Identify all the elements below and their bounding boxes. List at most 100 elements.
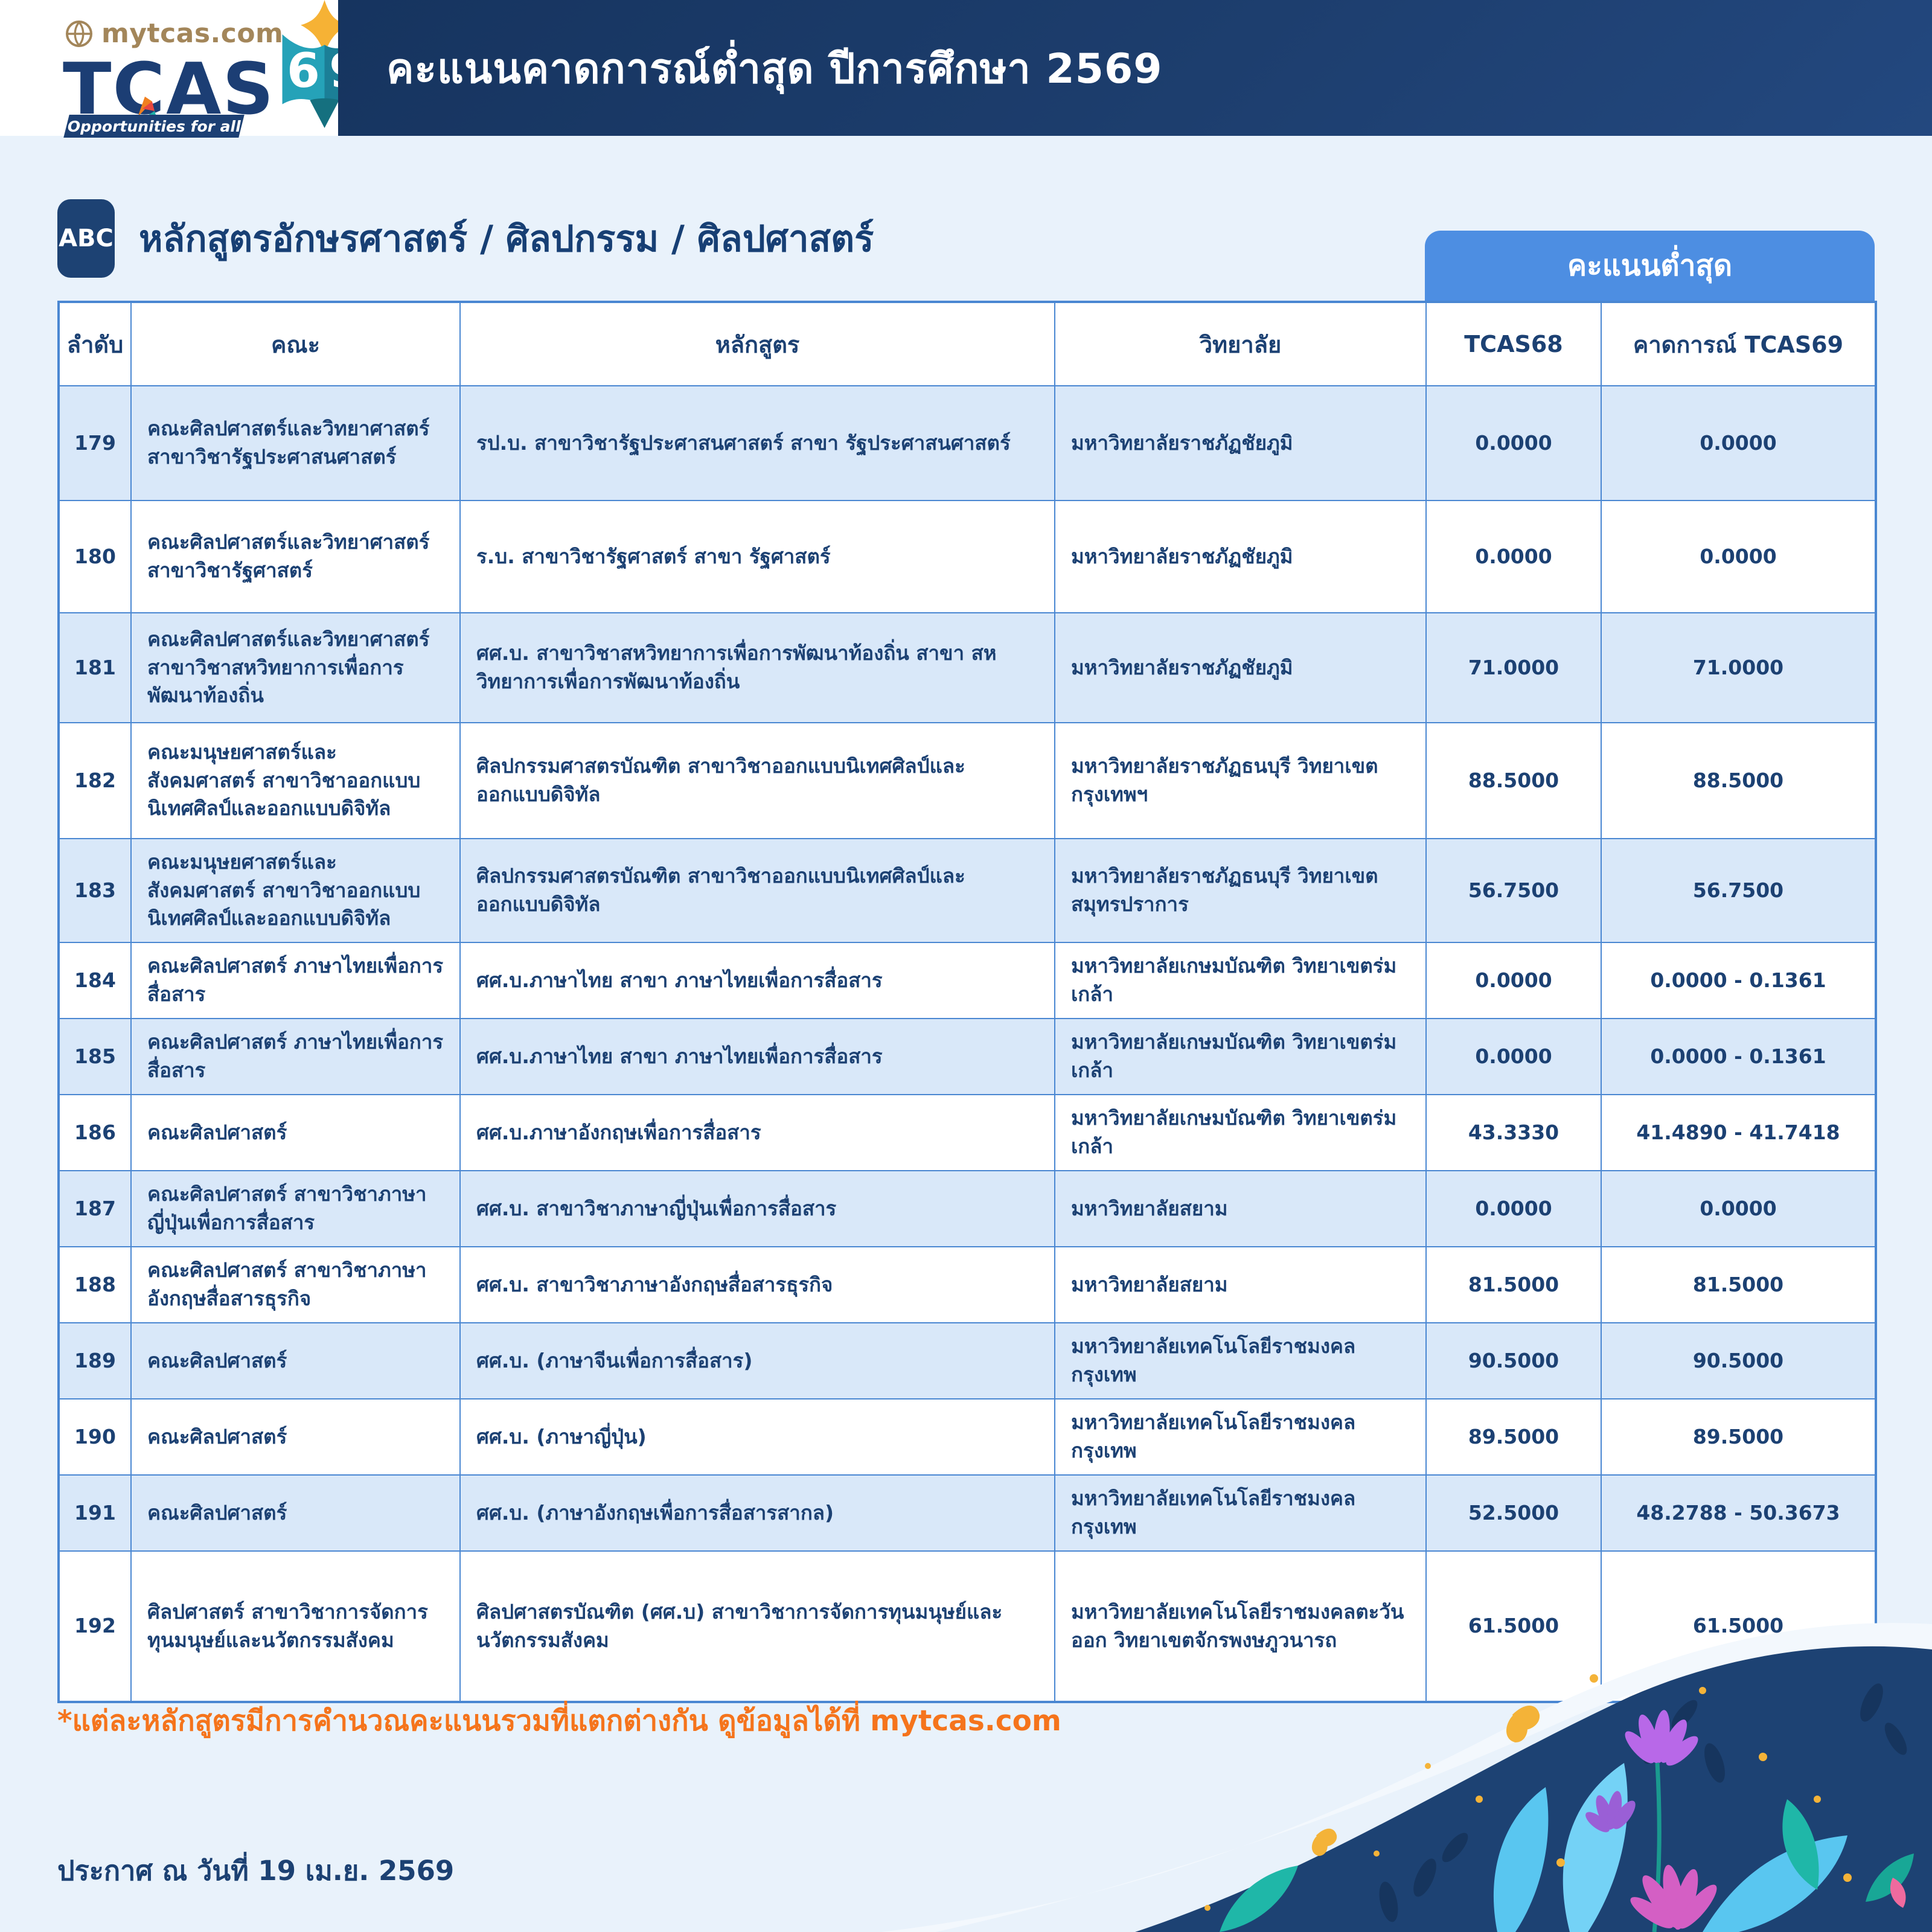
tcas68-score-cell: 0.0000 (1425, 1018, 1602, 1095)
tcas68-score-cell: 88.5000 (1425, 722, 1602, 839)
university-cell: มหาวิทยาลัยเทคโนโลยีราชมงคลกรุงเทพ (1054, 1398, 1427, 1476)
mytcas-globe-icon (66, 20, 92, 47)
table-row: 185 คณะศิลปศาสตร์ ภาษาไทยเพื่อการสื่อสารศ… (58, 1018, 1876, 1095)
faculty-cell: คณะศิลปศาสตร์และวิทยาศาสตร์ สาขาวิชารัฐป… (130, 385, 461, 501)
rank-cell: 181 (58, 612, 132, 723)
tcas68-score-cell: 0.0000 (1425, 500, 1602, 613)
plant-leaves-icon (1220, 1763, 1914, 1932)
program-cell: ศศ.บ. สาขาวิชาภาษาอังกฤษสื่อสารธุรกิจ (459, 1246, 1055, 1323)
university-cell: มหาวิทยาลัยเกษมบัณฑิต วิทยาเขตร่มเกล้า (1054, 1094, 1427, 1171)
table-row: 187 คณะศิลปศาสตร์ สาขาวิชาภาษาญี่ปุ่นเพื่… (58, 1170, 1876, 1247)
university-cell: มหาวิทยาลัยเทคโนโลยีราชมงคลกรุงเทพ (1054, 1474, 1427, 1552)
flower-icon (1585, 1710, 1906, 1932)
butterfly-icon (1311, 1706, 1540, 1856)
faculty-cell: คณะศิลปศาสตร์ สาขาวิชาภาษาญี่ปุ่นเพื่อกา… (130, 1170, 461, 1247)
tcas68-score-cell: 71.0000 (1425, 612, 1602, 723)
table-header-row: ลำดับ คณะ หลักสูตร วิทยาลัย TCAS68 คาดการณ์ T… (58, 301, 1876, 386)
column-header-2: หลักสูตร (459, 301, 1055, 386)
rank-cell: 179 (58, 385, 132, 501)
rank-cell: 192 (58, 1550, 132, 1703)
rank-cell: 185 (58, 1018, 132, 1095)
title-banner: คะแนนคาดการณ์ต่ำสุด ปีการศึกษา 2569 (338, 0, 1932, 136)
program-cell: ศศ.บ. (ภาษาญี่ปุ่น) (459, 1398, 1055, 1476)
results-table-container: ลำดับ คณะ หลักสูตร วิทยาลัย TCAS68 คาดการณ์ T… (57, 301, 1877, 1703)
tcas69-score-cell: 0.0000 (1601, 385, 1876, 501)
rank-cell: 186 (58, 1094, 132, 1171)
publish-date: ประกาศ ณ วันที่ 19 เม.ย. 2569 (57, 1855, 455, 1887)
program-cell: ร.บ. สาขาวิชารัฐศาสตร์ สาขา รัฐศาสตร์ (459, 500, 1055, 613)
tcas69-score-cell: 0.0000 (1601, 1170, 1876, 1247)
rank-cell: 182 (58, 722, 132, 839)
university-cell: มหาวิทยาลัยเทคโนโลยีราชมงคลกรุงเทพ (1054, 1322, 1427, 1399)
tcas69-score-cell: 56.7500 (1601, 838, 1876, 943)
tcas69-score-cell: 90.5000 (1601, 1322, 1876, 1399)
brand-logo: mytcas.com TCAS Opportunities for all (48, 13, 326, 138)
column-header-4: TCAS68 (1425, 301, 1602, 386)
table-row: 184 คณะศิลปศาสตร์ ภาษาไทยเพื่อการสื่อสารศ… (58, 942, 1876, 1019)
program-cell: ศศ.บ.ภาษาอังกฤษเพื่อการสื่อสาร (459, 1094, 1055, 1171)
faculty-cell: คณะศิลปศาสตร์ (130, 1322, 461, 1399)
tcas68-score-cell: 61.5000 (1425, 1550, 1602, 1703)
abc-badge-icon: ABC (57, 199, 115, 278)
tcas68-score-cell: 52.5000 (1425, 1474, 1602, 1552)
rank-cell: 190 (58, 1398, 132, 1476)
tcas68-score-cell: 81.5000 (1425, 1246, 1602, 1323)
tcas69-score-cell: 0.0000 - 0.1361 (1601, 1018, 1876, 1095)
university-cell: มหาวิทยาลัยสยาม (1054, 1170, 1427, 1247)
min-score-group-header: คะแนนต่ำสุด (1425, 231, 1875, 301)
table-row: 188 คณะศิลปศาสตร์ สาขาวิชาภาษาอังกฤษสื่อส… (58, 1246, 1876, 1323)
faculty-cell: คณะศิลปศาสตร์ ภาษาไทยเพื่อการสื่อสาร (130, 1018, 461, 1095)
rank-cell: 180 (58, 500, 132, 613)
rank-cell: 184 (58, 942, 132, 1019)
university-cell: มหาวิทยาลัยราชภัฏชัยภูมิ (1054, 612, 1427, 723)
table-row: 190 คณะศิลปศาสตร์ ศศ.บ. (ภาษาญี่ปุ่น) มหาวิ… (58, 1398, 1876, 1476)
rank-cell: 189 (58, 1322, 132, 1399)
opportunities-tagline: Opportunities for all (67, 117, 241, 135)
faculty-cell: คณะศิลปศาสตร์ สาขาวิชาภาษาอังกฤษสื่อสารธ… (130, 1246, 461, 1323)
program-cell: ศศ.บ. (ภาษาจีนเพื่อการสื่อสาร) (459, 1322, 1055, 1399)
program-cell: ศศ.บ. สาขาวิชาสหวิทยาการเพื่อการพัฒนาท้อ… (459, 612, 1055, 723)
faculty-cell: คณะศิลปศาสตร์ (130, 1474, 461, 1552)
university-cell: มหาวิทยาลัยราชภัฏชัยภูมิ (1054, 385, 1427, 501)
tcas68-score-cell: 0.0000 (1425, 1170, 1602, 1247)
university-cell: มหาวิทยาลัยราชภัฏธนบุรี วิทยาเขตสมุทรปรา… (1054, 838, 1427, 943)
results-table: ลำดับ คณะ หลักสูตร วิทยาลัย TCAS68 คาดการณ์ T… (57, 301, 1877, 1703)
table-row: 189 คณะศิลปศาสตร์ ศศ.บ. (ภาษาจีนเพื่อการสื… (58, 1322, 1876, 1399)
faculty-cell: คณะมนุษยศาสตร์และสังคมศาสตร์ สาขาวิชาออก… (130, 838, 461, 943)
section-header: ABC หลักสูตรอักษรศาสตร์ / ศิลปกรรม / ศิล… (57, 199, 874, 278)
university-cell: มหาวิทยาลัยเกษมบัณฑิต วิทยาเขตร่มเกล้า (1054, 1018, 1427, 1095)
tcas68-score-cell: 56.7500 (1425, 838, 1602, 943)
mytcas-logo: mytcas.com (65, 18, 283, 49)
table-row: 186 คณะศิลปศาสตร์ ศศ.บ.ภาษาอังกฤษเพื่อการส… (58, 1094, 1876, 1171)
program-cell: ศศ.บ.ภาษาไทย สาขา ภาษาไทยเพื่อการสื่อสาร (459, 1018, 1055, 1095)
faculty-cell: คณะศิลปศาสตร์และวิทยาศาสตร์ สาขาวิชาสหวิ… (130, 612, 461, 723)
university-cell: มหาวิทยาลัยเทคโนโลยีราชมงคลตะวันออก วิทย… (1054, 1550, 1427, 1703)
table-row: 191 คณะศิลปศาสตร์ ศศ.บ. (ภาษาอังกฤษเพื่อกา… (58, 1474, 1876, 1552)
tcas69-score-cell: 0.0000 - 0.1361 (1601, 942, 1876, 1019)
column-header-5: คาดการณ์ TCAS69 (1601, 301, 1876, 386)
column-header-1: คณะ (130, 301, 461, 386)
footnote: *แต่ละหลักสูตรมีการคำนวณคะแนนรวมที่แตกต่… (57, 1704, 1061, 1738)
program-cell: ศศ.บ. สาขาวิชาภาษาญี่ปุ่นเพื่อการสื่อสาร (459, 1170, 1055, 1247)
tcas69-score-cell: 41.4890 - 41.7418 (1601, 1094, 1876, 1171)
rank-cell: 188 (58, 1246, 132, 1323)
tcas69-score-cell: 81.5000 (1601, 1246, 1876, 1323)
section-title: หลักสูตรอักษรศาสตร์ / ศิลปกรรม / ศิลปศาส… (139, 217, 874, 260)
rank-cell: 187 (58, 1170, 132, 1247)
tcas68-score-cell: 0.0000 (1425, 942, 1602, 1019)
faculty-cell: คณะศิลปศาสตร์และวิทยาศาสตร์ สาขาวิชารัฐศ… (130, 500, 461, 613)
program-cell: รป.บ. สาขาวิชารัฐประศาสนศาสตร์ สาขา รัฐป… (459, 385, 1055, 501)
rank-cell: 191 (58, 1474, 132, 1552)
mytcas-wordmark: mytcas.com (101, 18, 284, 49)
table-row: 179 คณะศิลปศาสตร์และวิทยาศาสตร์ สาขาวิชาร… (58, 385, 1876, 501)
tcas69-score-cell: 71.0000 (1601, 612, 1876, 723)
university-cell: มหาวิทยาลัยสยาม (1054, 1246, 1427, 1323)
page-title: คะแนนคาดการณ์ต่ำสุด ปีการศึกษา 2569 (386, 45, 1163, 93)
tcas69-score-cell: 88.5000 (1601, 722, 1876, 839)
tcas68-score-cell: 0.0000 (1425, 385, 1602, 501)
university-cell: มหาวิทยาลัยราชภัฏธนบุรี วิทยาเขตกรุงเทพฯ (1054, 722, 1427, 839)
rank-cell: 183 (58, 838, 132, 943)
faculty-cell: คณะศิลปศาสตร์ (130, 1094, 461, 1171)
faculty-cell: ศิลปศาสตร์ สาขาวิชาการจัดการทุนมนุษย์และ… (130, 1550, 461, 1703)
